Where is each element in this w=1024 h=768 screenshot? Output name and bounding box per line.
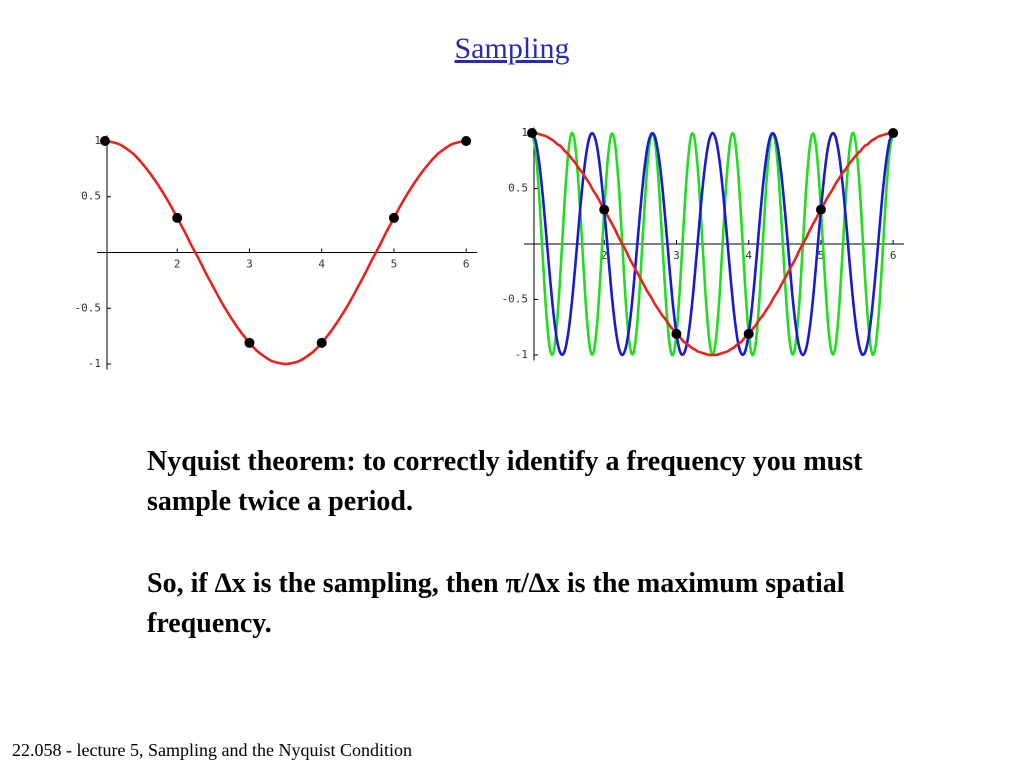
y-tick-label: 1 [521,126,528,139]
x-tick-label: 4 [745,249,752,262]
paragraph: So, if ∆x is the sampling, then π/∆x is … [147,568,845,639]
sample-point [316,337,327,348]
y-tick-label: 0.5 [508,182,528,195]
y-tick-label: 1 [94,134,101,147]
sample-point [743,328,754,339]
sample-point [815,204,826,215]
sample-point [599,204,610,215]
curve [531,131,894,357]
footer: 22.058 - lecture 5, Sampling and the Nyq… [12,740,412,760]
sample-point [388,212,399,223]
x-tick-label: 5 [818,249,825,262]
curve [530,131,895,357]
sample-point [172,212,183,223]
y-tick-label: -0.5 [502,292,529,305]
y-tick-label: -1 [88,357,101,370]
sample-point [888,128,899,139]
y-tick-label: -0.5 [75,301,102,314]
x-tick-label: 3 [673,249,680,262]
x-tick-label: 4 [318,258,325,271]
charts: 2 3 4 5 6 -1 -0.5 0.5 1 2 3 4 5 6 -1 -0.5 0.5 1 [75,126,904,370]
sample-point [671,328,682,339]
slide-title: Sampling [454,32,570,65]
x-tick-label: 3 [246,258,253,271]
x-tick-label: 2 [174,258,181,271]
curve [104,139,467,366]
y-tick-label: -1 [515,348,528,361]
sample-point [527,128,537,139]
paragraph: Nyquist theorem: to correctly identify a… [147,446,863,517]
x-tick-label: 6 [890,249,897,262]
y-tick-label: 0.5 [81,190,101,203]
sample-point [100,135,110,146]
x-tick-label: 5 [391,258,398,271]
sample-point [244,337,255,348]
sample-point [461,135,472,146]
x-tick-label: 6 [463,258,470,271]
x-tick-label: 2 [601,249,608,262]
